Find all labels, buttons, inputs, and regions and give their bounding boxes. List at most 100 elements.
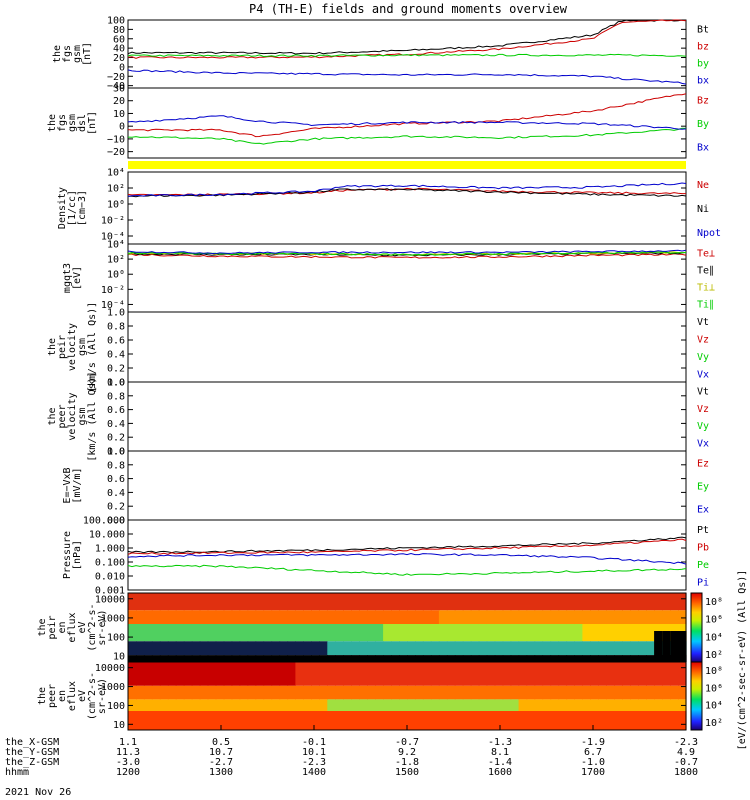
spectrogram-cell xyxy=(215,624,225,642)
spectrogram-cell xyxy=(654,662,663,686)
spectrogram-cell xyxy=(566,699,575,711)
spectrogram-cell xyxy=(279,593,289,611)
spectrogram-cell xyxy=(614,662,623,686)
spectrogram-cell xyxy=(470,699,480,711)
spectrogram-cell xyxy=(606,699,615,711)
spectrogram-cell xyxy=(550,662,560,686)
spectrogram-cell xyxy=(510,641,520,656)
spectrogram-cell xyxy=(383,593,392,611)
panel-3: 10⁴ 10² 10⁰ 10⁻² 10⁻⁴ Density [1/cc] [cm−3] Ne Ni… xyxy=(57,168,721,245)
spectrogram-cell xyxy=(391,655,400,662)
spectrogram-cell xyxy=(255,685,265,700)
spectrogram-cell xyxy=(399,641,408,656)
spectrogram-cell xyxy=(247,685,257,700)
y-label-line: peer xyxy=(47,684,58,708)
panel-frame xyxy=(127,450,687,521)
legend-label: Vt xyxy=(697,317,709,328)
ephemeris-row-label: the_Z-GSM xyxy=(5,757,59,768)
spectrogram-cell xyxy=(391,685,400,700)
spectrogram-cell xyxy=(399,624,408,642)
spectrogram-cell xyxy=(231,610,241,625)
spectrogram-cell xyxy=(207,662,217,686)
spectrogram-cell xyxy=(399,610,408,625)
spectrogram-cell xyxy=(223,699,233,711)
spectrogram-cell xyxy=(319,699,328,711)
ephemeris-value: 1800 xyxy=(674,767,698,778)
y-tick-label: 30 xyxy=(113,84,125,95)
spectrogram-cell xyxy=(502,641,512,656)
ephemeris-value: 0.5 xyxy=(212,737,230,748)
ephemeris-row-label: the_Y-GSM xyxy=(5,747,59,758)
spectrogram-cell xyxy=(391,610,400,625)
y-axis-label: Density [1/cc] [cm−3] xyxy=(57,187,88,229)
spectrogram-cell xyxy=(510,593,520,611)
y-label-line: the xyxy=(52,45,63,63)
spectrogram-cell xyxy=(614,685,623,700)
spectrogram-cell xyxy=(670,699,679,711)
spectrogram-cell xyxy=(343,699,352,711)
panel-6: 1.0 0.8 0.6 0.4 0.2 0.0 the peer velocity gsm [km/… xyxy=(47,371,709,461)
y-label-line: [km/s (All Qs)] xyxy=(87,302,98,392)
spectrogram-cell xyxy=(494,593,504,611)
spectrogram-cell xyxy=(526,655,536,662)
spectrogram-cell xyxy=(582,699,591,711)
spectrogram-cell xyxy=(271,711,281,730)
y-tick-label: 1000 xyxy=(101,682,125,693)
spectrogram-cell xyxy=(136,655,145,662)
y-tick-label: 100.000 xyxy=(83,516,125,527)
spectrogram-cell xyxy=(311,593,320,611)
spectrogram-cell xyxy=(638,610,647,625)
ephemeris-value: -1.8 xyxy=(395,757,419,768)
y-axis-label: the peer velocity gsm [km/s (All Qs)] xyxy=(47,371,98,461)
y-label-line: [nT] xyxy=(82,42,93,66)
spectrogram-cell xyxy=(159,685,169,700)
spectrogram-cell xyxy=(670,711,679,730)
spectrogram-cell xyxy=(231,699,241,711)
spectrogram-cell xyxy=(279,624,289,642)
spectrogram-cell xyxy=(367,641,376,656)
spectrogram-cell xyxy=(510,610,520,625)
spectrogram-cell xyxy=(415,685,424,700)
spectrogram-cell xyxy=(550,699,560,711)
spectrogram-cell xyxy=(678,610,687,625)
spectrogram-cell xyxy=(247,624,257,642)
spectrogram-cell xyxy=(478,610,488,625)
spectrogram-cell xyxy=(311,641,320,656)
y-tick-label: 10² xyxy=(107,184,125,195)
spectrogram-cell xyxy=(646,662,655,686)
y-tick-label: 40 xyxy=(113,44,125,55)
spectrogram-cell xyxy=(630,610,639,625)
spectrogram-cell xyxy=(271,685,281,700)
spectrogram-cell xyxy=(271,593,281,611)
y-label-line: gsm xyxy=(77,407,88,425)
spectrogram-cell xyxy=(327,711,336,730)
spectrogram-cell xyxy=(359,624,368,642)
y-tick-label: 10⁻⁴ xyxy=(101,300,125,311)
spectrogram-cell xyxy=(287,662,296,686)
spectrogram-cell xyxy=(534,685,544,700)
spectrogram-cell xyxy=(454,593,464,611)
spectrogram-cell xyxy=(383,685,392,700)
spectrogram-cell xyxy=(415,655,424,662)
ephemeris-value: 11.3 xyxy=(116,747,140,758)
spectrogram-cell xyxy=(478,641,488,656)
legend-label: Npot xyxy=(697,228,721,239)
series-line xyxy=(127,53,687,58)
spectrogram-cell xyxy=(438,641,448,656)
spectrogram-cell xyxy=(622,624,631,642)
spectrogram-cell xyxy=(494,624,504,642)
spectrogram-cell xyxy=(375,711,384,730)
y-tick-label: 100 xyxy=(107,701,125,712)
spectrogram-cell xyxy=(391,662,400,686)
spectrogram-cell xyxy=(319,593,328,611)
spectrogram-cell xyxy=(558,655,568,662)
spectrogram-cell xyxy=(534,662,544,686)
spectrogram-cell xyxy=(606,641,615,656)
spectrogram-cell xyxy=(518,641,528,656)
spectrogram-cell xyxy=(128,662,137,686)
spectrogram-cell xyxy=(598,624,607,642)
spectrogram-cell xyxy=(223,685,233,700)
spectrogram-cell xyxy=(438,593,448,611)
spectrogram-cell xyxy=(215,685,225,700)
spectrogram-cell xyxy=(422,593,432,611)
